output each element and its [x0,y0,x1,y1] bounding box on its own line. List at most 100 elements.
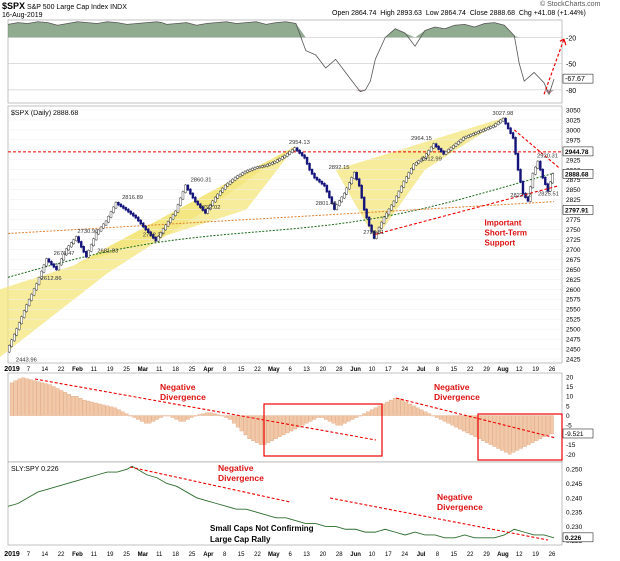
macd-bar [423,411,428,416]
candle-body [343,192,346,199]
price-tick-label: 2600 [566,287,581,294]
candle-body [144,225,147,231]
candle-body [420,158,423,162]
price-x-tick: 8 [436,367,440,373]
bottom-x-tick: Jun [350,552,361,558]
macd-bar [488,415,493,445]
candle-body [92,238,95,246]
macd-bar [396,398,401,416]
macd-bar [362,413,366,416]
candle-body [161,228,165,234]
rsi-line [7,21,555,96]
sly-tick-label: 0.240 [566,495,583,502]
macd-bar [159,415,163,418]
candle-body [104,220,108,226]
macd-bar [550,415,554,435]
macd-bar [481,415,485,441]
sly-divergence-label-2: Negative [437,492,473,502]
candle-body [303,154,306,159]
candle-body [407,172,411,179]
sly-tick-label: 0.230 [566,524,583,531]
macd-bar [331,415,336,424]
rsi-overbought-fill [8,21,554,38]
candle-body [75,236,78,241]
macd-bar [469,415,474,436]
macd-bar [511,415,516,453]
price-annotation: 2443.96 [16,357,37,363]
candle-body [397,190,401,198]
candle-body [288,151,291,155]
candle-body [32,288,36,296]
macd-bar [109,406,114,416]
candle-body [216,193,219,199]
price-tick-label: 2650 [566,267,581,274]
price-x-tick: Jul [417,367,426,373]
macd-bar [392,398,397,416]
bottom-x-tick: May [268,552,280,558]
bottom-x-tick: Apr [203,552,214,558]
price-last-box [562,205,594,215]
price-x-tick: 15 [450,367,457,373]
macd-bar [369,409,374,416]
candle-body [248,168,252,172]
sly-tick-label: 0.245 [566,481,583,488]
macd-bar [408,403,412,416]
candle-body [521,180,525,195]
candle-body [417,160,420,164]
candle-body [191,192,195,199]
macd-bar [67,394,71,416]
price-tick-label: 2475 [566,337,581,344]
macd-bar [74,396,79,416]
candle-body [196,200,200,206]
candle-body [487,127,490,130]
price-x-tick: 19 [532,367,539,373]
macd-bar [216,414,221,416]
macd-bar [542,415,546,437]
price-tick-label: 2700 [566,247,581,254]
macd-bar [17,378,22,416]
candle-body [37,277,41,285]
rsi-arrow-head [559,38,567,46]
macd-bar [404,401,409,416]
macd-bar [366,411,370,416]
candle-body [134,214,138,219]
macd-bar [251,415,255,441]
candle-body [258,165,262,169]
price-x-tick: 18 [172,367,179,373]
macd-bar [36,381,41,416]
candle-body [13,333,16,342]
candle-body [45,258,48,267]
macd-bar [458,415,462,430]
bottom-x-tick: 22 [467,552,474,558]
macd-bar [243,415,248,436]
rsi-tick-label: -20 [566,35,576,42]
macd-bar [232,415,236,424]
candle-body [199,203,202,208]
candle-body [328,190,331,199]
candle-body [82,246,85,253]
price-annotation: 2822.12 [510,193,531,199]
macd-bar [323,415,328,420]
price-tick-label: 2500 [566,327,581,334]
bottom-x-tick: 15 [450,552,457,558]
macd-bar [97,403,102,416]
bottom-x-tick: 28 [336,552,343,558]
price-annotation: 2722.27 [143,233,164,239]
macd-bar [546,415,550,436]
candle-body [184,184,187,193]
price-x-tick: 25 [189,367,196,373]
candle-body [179,197,182,206]
bottom-x-tick: 13 [303,552,310,558]
candle-body [142,222,145,228]
ma-200-line [7,201,555,235]
candle-body [132,212,135,217]
candle-body [300,152,304,157]
macd-bar [140,415,144,422]
macd-bar [40,382,45,416]
price-x-tick: Apr [203,367,214,373]
macd-bar [346,415,351,422]
price-tick-label: 2875 [566,177,581,184]
macd-bar [484,415,489,443]
macd-bar [117,409,121,416]
candle-body [151,234,155,239]
